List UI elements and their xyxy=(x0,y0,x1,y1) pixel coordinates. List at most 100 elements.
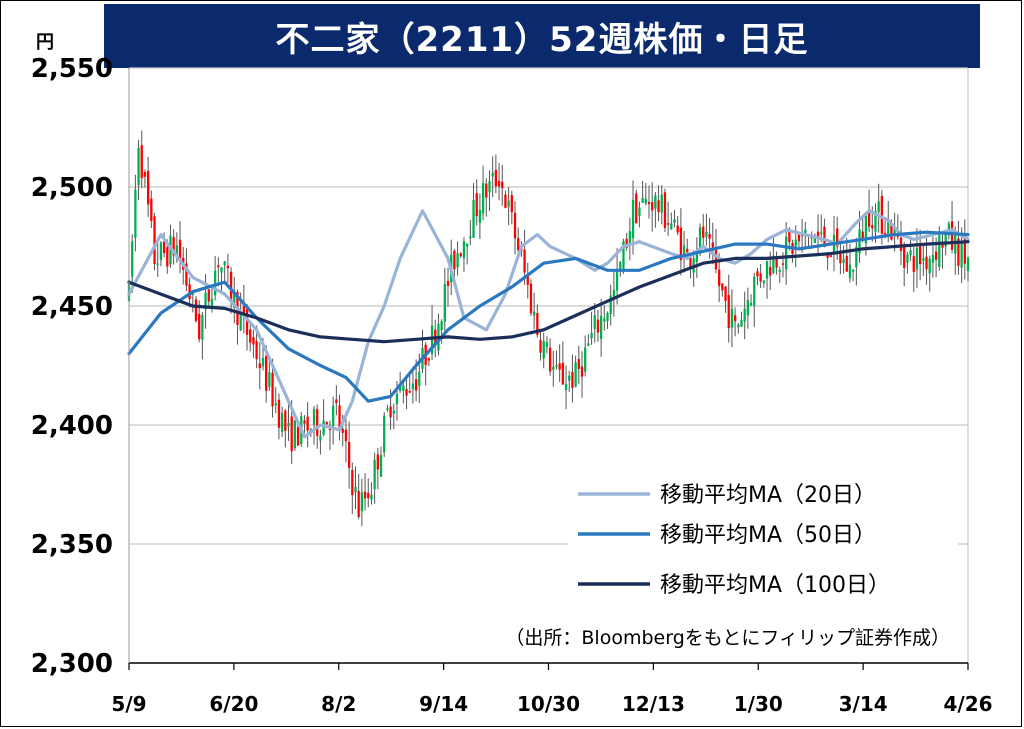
candle-body xyxy=(788,230,791,243)
candle-body xyxy=(673,219,676,223)
candle-body xyxy=(960,240,963,268)
candle-body xyxy=(762,280,765,284)
y-tick-label: 2,300 xyxy=(31,649,113,679)
candle-body xyxy=(408,391,411,393)
candle-body xyxy=(242,306,245,313)
candle-body xyxy=(249,329,252,343)
candle-body xyxy=(702,226,705,238)
candle-body xyxy=(663,192,667,229)
candle-body xyxy=(587,343,590,346)
candle-body xyxy=(584,347,587,372)
candle-body xyxy=(459,253,462,257)
candle-body xyxy=(966,257,970,271)
y-tick-label: 2,450 xyxy=(31,292,113,322)
candle-body xyxy=(536,313,539,335)
candle-body xyxy=(759,273,762,282)
candle-body xyxy=(175,245,179,258)
candle-body xyxy=(816,231,820,237)
candle-body xyxy=(280,412,284,432)
candle-body xyxy=(689,257,692,268)
candle-body xyxy=(386,408,389,410)
candle-body xyxy=(724,286,727,302)
candle-body xyxy=(769,267,772,276)
candle-body xyxy=(223,261,226,266)
candle-body xyxy=(772,255,775,273)
candle-body xyxy=(622,241,625,269)
candle-body xyxy=(504,194,507,208)
y-tick-label: 2,550 xyxy=(31,54,113,84)
candle-body xyxy=(322,420,325,435)
candle-body xyxy=(638,207,641,217)
candle-body xyxy=(718,269,721,287)
candle-body xyxy=(373,459,376,490)
candle-body xyxy=(641,197,644,203)
candle-body xyxy=(274,403,277,406)
candle-body xyxy=(252,337,255,345)
candle-body xyxy=(794,239,797,250)
candle-body xyxy=(287,423,290,427)
candle-body xyxy=(427,358,431,361)
candle-body xyxy=(647,202,651,205)
candle-body xyxy=(207,289,210,302)
candle-body xyxy=(705,231,708,238)
candle-body xyxy=(746,299,750,316)
candle-body xyxy=(491,172,494,177)
candle-body xyxy=(131,241,134,277)
x-tick-label: 8/2 xyxy=(321,692,356,716)
candle-body xyxy=(414,379,418,391)
candle-body xyxy=(229,271,233,302)
candle-body xyxy=(682,245,686,255)
candle-body xyxy=(159,242,163,261)
candle-body xyxy=(606,312,609,322)
legend-label: 移動平均MA（50日） xyxy=(660,523,876,548)
candle-body xyxy=(399,384,402,391)
candle-body xyxy=(510,195,513,213)
candle-body xyxy=(855,246,858,268)
candle-body xyxy=(657,200,660,213)
candle-body xyxy=(485,183,488,198)
legend-background xyxy=(568,470,958,650)
candle-body xyxy=(740,320,743,327)
candle-body xyxy=(708,233,711,239)
candle-body xyxy=(153,216,156,264)
y-tick-label: 2,500 xyxy=(31,173,113,203)
candle-body xyxy=(472,200,475,238)
candle-body xyxy=(558,363,561,370)
candlesticks xyxy=(127,130,970,527)
moving-average-lines xyxy=(127,209,970,439)
candle-body xyxy=(918,244,922,265)
candle-body xyxy=(293,420,297,449)
candle-body xyxy=(676,225,679,233)
candle-body xyxy=(631,199,635,239)
candle-body xyxy=(255,341,258,360)
candle-body xyxy=(548,347,552,372)
candle-body xyxy=(379,455,383,477)
x-tick-label: 12/13 xyxy=(622,692,685,716)
candle-body xyxy=(210,298,214,308)
candle-body xyxy=(580,366,584,377)
candle-body xyxy=(204,292,207,310)
candle-body xyxy=(513,212,517,239)
candle-body xyxy=(938,234,941,267)
y-axis-ticks: 2,300 2,350 2,400 2,450 2,500 2,550 xyxy=(31,54,113,679)
candle-body xyxy=(213,270,217,296)
candle-body xyxy=(526,275,529,285)
candle-body xyxy=(615,269,619,291)
candle-body xyxy=(571,371,574,388)
candle-body xyxy=(686,248,689,253)
x-tick-label: 4/26 xyxy=(943,692,992,716)
candle-body xyxy=(140,145,143,179)
candle-body xyxy=(727,294,730,329)
chart-title: 不二家（2211）52週株価・日足 xyxy=(275,19,809,60)
candle-body xyxy=(829,255,832,257)
candle-body xyxy=(552,366,555,370)
candle-body xyxy=(564,383,568,391)
candle-body xyxy=(877,201,880,213)
x-tick-label: 1/30 xyxy=(734,692,783,716)
candle-body xyxy=(351,469,354,496)
candle-body xyxy=(395,393,399,405)
candle-body xyxy=(392,410,395,414)
candle-body xyxy=(188,284,191,300)
candle-body xyxy=(341,428,344,433)
candle-body xyxy=(497,181,501,187)
